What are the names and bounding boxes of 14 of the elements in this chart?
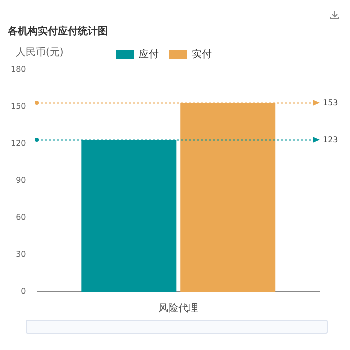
y-tick-label: 0 <box>21 287 26 296</box>
legend-label: 应付 <box>139 48 159 61</box>
y-tick-label: 60 <box>16 213 26 222</box>
y-axis-title: 人民币(元) <box>16 46 64 59</box>
legend-label: 实付 <box>192 48 212 61</box>
ref-line-label: 153 <box>323 98 338 108</box>
y-tick-label: 120 <box>10 139 26 148</box>
y-tick-label: 30 <box>16 250 26 260</box>
y-tick-label: 150 <box>10 102 26 112</box>
y-tick-label: 90 <box>16 176 26 186</box>
x-tick-label: 风险代理 <box>158 302 199 315</box>
y-tick-label: 180 <box>10 65 26 74</box>
ref-line-label: 123 <box>323 135 338 144</box>
chart-title: 各机构实付应付统计图 <box>7 26 108 38</box>
